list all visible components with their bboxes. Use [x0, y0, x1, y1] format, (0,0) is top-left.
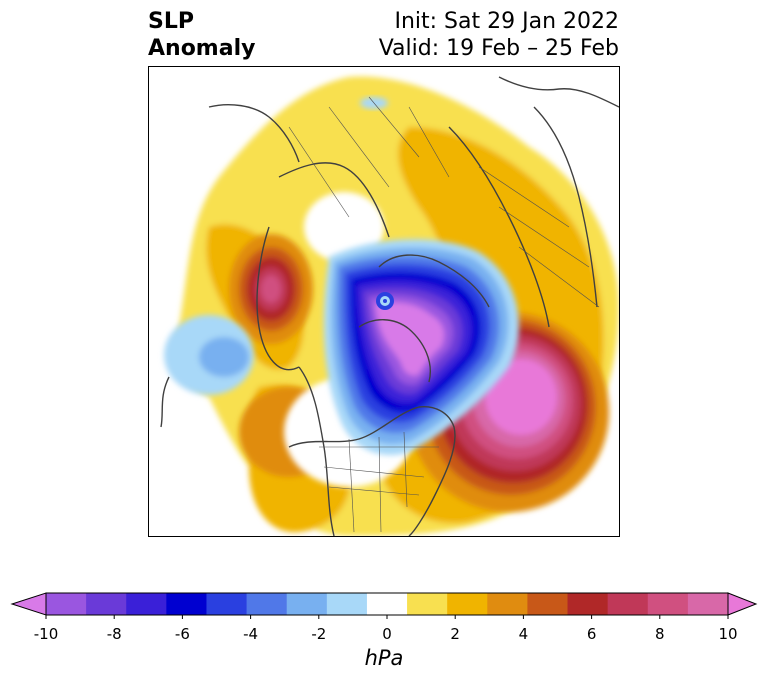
init-time: Init: Sat 29 Jan 2022 — [394, 9, 619, 34]
colorbar-tick-label: 8 — [655, 625, 665, 643]
polar-small-low — [376, 292, 394, 310]
colorbar-segment — [527, 593, 569, 615]
map-panel — [148, 66, 620, 537]
colorbar-segment — [407, 593, 448, 615]
colorbar-tick-label: 2 — [450, 625, 460, 643]
colorbar-segment — [126, 593, 167, 615]
political-borders — [288, 96, 600, 533]
colorbar-segment — [246, 593, 288, 615]
colorbar-segment — [607, 593, 649, 615]
colorbar-segment — [687, 593, 729, 615]
colorbar-segment — [447, 593, 488, 615]
colorbar-tick-label: 6 — [586, 625, 597, 643]
colorbar-segment — [647, 593, 689, 615]
colorbar — [10, 592, 758, 619]
colorbar-segment — [206, 593, 248, 615]
chart-title: SLP Anomaly — [148, 8, 255, 62]
title-line-2: Anomaly — [148, 36, 256, 61]
pacific-low — [164, 315, 254, 395]
colorbar-segment — [567, 593, 609, 615]
colorbar-tick-label: 0 — [382, 625, 392, 643]
anomaly-map — [149, 67, 619, 536]
colorbar-tick-label: 4 — [518, 625, 529, 643]
colorbar-tick-label: -2 — [311, 625, 327, 643]
coastlines — [160, 76, 619, 536]
arctic-low — [323, 239, 519, 456]
colorbar-segment — [46, 593, 87, 615]
colorbar-segment — [286, 593, 328, 615]
colorbar-tick-label: -4 — [243, 625, 259, 643]
colorbar-arrow-low — [10, 592, 47, 616]
colorbar-tick-label: -6 — [174, 625, 190, 643]
colorbar-segment — [166, 593, 207, 615]
colorbar-segment — [86, 593, 127, 615]
colorbar-tick-label: 10 — [718, 625, 738, 643]
colorbar-arrow-high — [727, 592, 758, 616]
colorbar-tick-label: -8 — [106, 625, 122, 643]
forecast-times: Init: Sat 29 Jan 2022 Valid: 19 Feb – 25… — [379, 8, 619, 62]
valid-range: Valid: 19 Feb – 25 Feb — [378, 36, 619, 61]
colorbar-segment — [487, 593, 528, 615]
colorbar-unit-label: hPa — [364, 646, 404, 670]
title-line-1: SLP — [148, 9, 194, 34]
colorbar-segment — [366, 593, 408, 615]
colorbar-segment — [326, 593, 368, 615]
colorbar-tick-label: -10 — [33, 625, 59, 643]
